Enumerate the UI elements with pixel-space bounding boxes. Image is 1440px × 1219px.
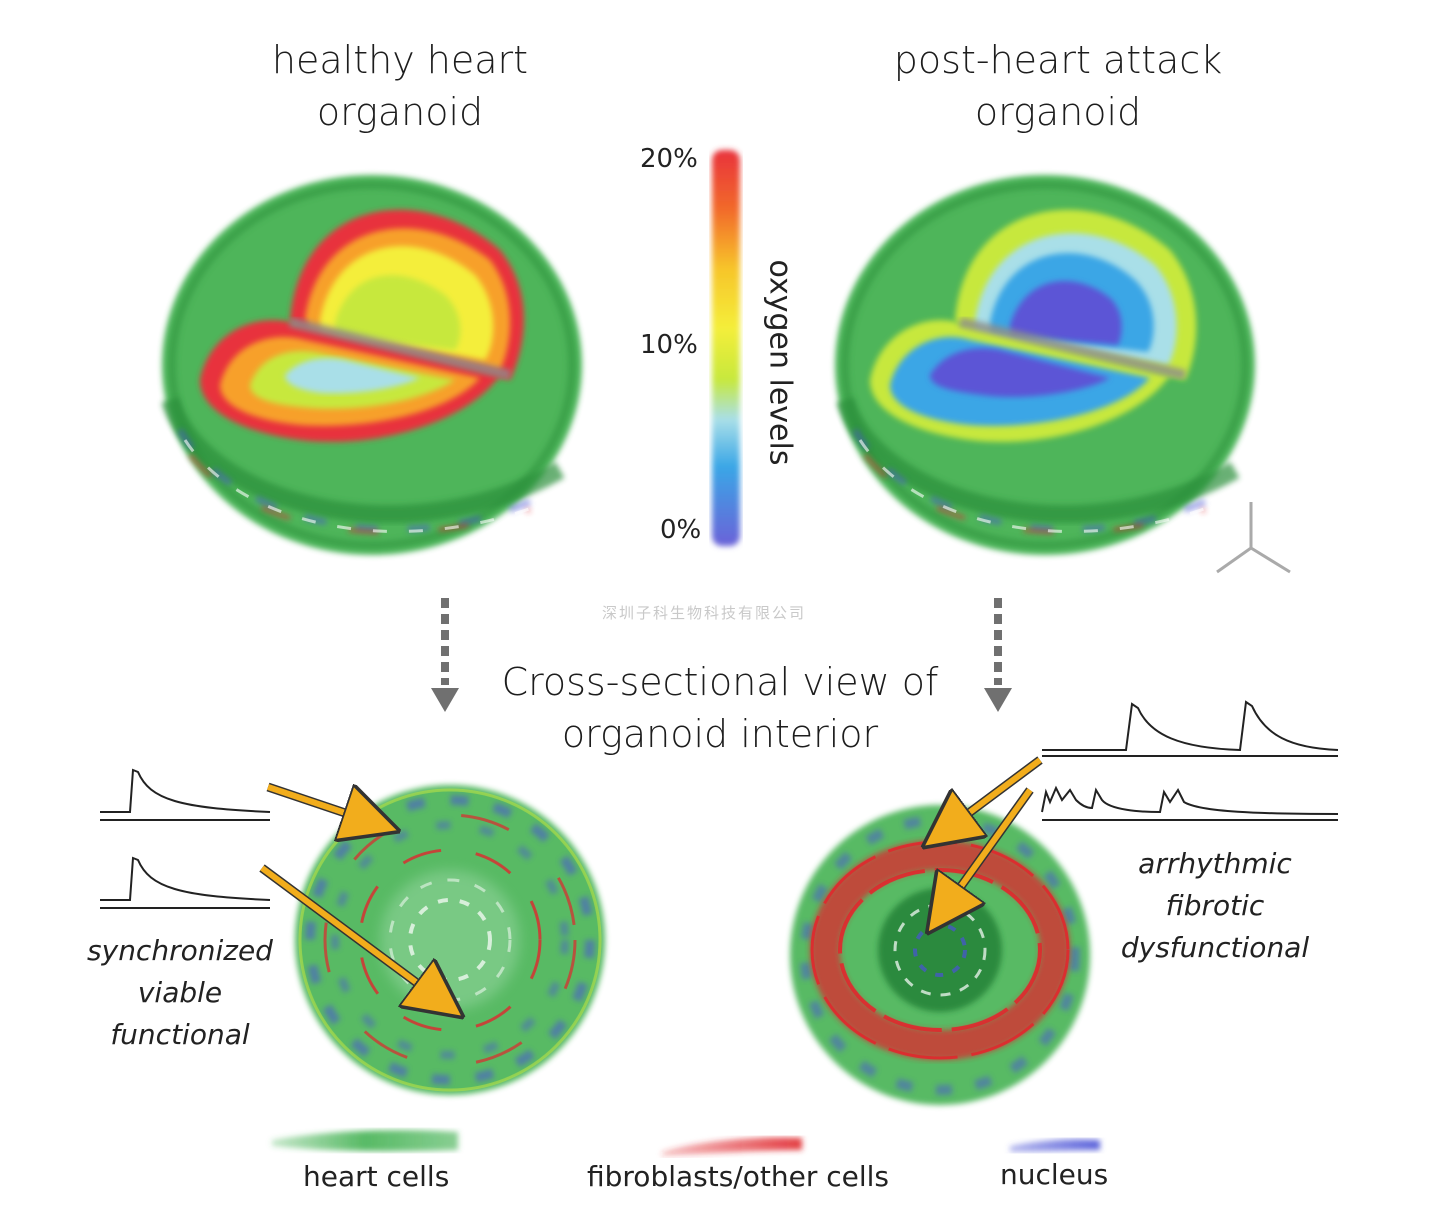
legend-fibroblasts-swatch — [662, 1137, 802, 1156]
oxygen-gradient-bar — [712, 150, 740, 546]
legend-heart-cells-label: heart cells — [303, 1160, 450, 1193]
healthy-organoid-illustration — [161, 175, 582, 555]
caption-synchronized: synchronized — [87, 934, 273, 967]
healthy-cross-section — [295, 785, 605, 1095]
oxygen-tick-10: 10% — [640, 330, 698, 360]
legend-fibroblasts-label: fibroblasts/other cells — [587, 1160, 889, 1193]
cross-section-heading: Cross-sectional view of organoid interio… — [470, 656, 970, 760]
legend-nucleus-label: nucleus — [1000, 1158, 1109, 1191]
cross-section-heading-line1: Cross-sectional view of — [501, 660, 939, 704]
oxygen-tick-20: 20% — [640, 144, 698, 174]
cross-section-heading-line2: organoid interior — [561, 712, 879, 756]
post-attack-trace-top — [1042, 700, 1339, 757]
down-arrow-right — [984, 598, 1012, 712]
post-attack-title-line1: post-heart attack — [893, 38, 1223, 82]
healthy-caption: synchronized viable functional — [70, 930, 290, 1056]
post-attack-caption: arrhythmic fibrotic dysfunctional — [1105, 843, 1325, 969]
caption-fibrotic: fibrotic — [1165, 889, 1265, 922]
post-attack-organoid-illustration — [835, 175, 1255, 555]
arrow-right-top — [946, 757, 1042, 830]
healthy-title-line1: healthy heart — [271, 38, 529, 82]
caption-viable: viable — [137, 976, 223, 1009]
arrow-left-top — [267, 787, 372, 822]
healthy-organoid-title: healthy heart organoid — [200, 34, 600, 138]
post-attack-cross-section — [790, 805, 1090, 1105]
axis-triad-icon — [1216, 502, 1291, 574]
legend-nucleus-swatch — [1010, 1139, 1100, 1152]
arrow-right-bottom — [944, 788, 1033, 910]
caption-arrhythmic: arrhythmic — [1138, 847, 1292, 880]
post-attack-organoid-title: post-heart attack organoid — [858, 34, 1258, 138]
post-attack-title-line2: organoid — [974, 90, 1142, 134]
watermark: 深圳子科生物科技有限公司 — [602, 604, 807, 622]
caption-functional: functional — [110, 1018, 250, 1051]
post-attack-trace-bottom — [1041, 785, 1339, 821]
down-arrow-left — [431, 598, 459, 712]
oxygen-tick-0: 0% — [660, 515, 702, 545]
healthy-title-line2: organoid — [316, 90, 484, 134]
healthy-trace-bottom — [100, 856, 271, 909]
caption-dysfunctional: dysfunctional — [1120, 931, 1310, 964]
legend-heart-cells-swatch — [272, 1130, 458, 1152]
arrow-left-bottom — [260, 865, 440, 1000]
healthy-trace-top — [100, 768, 271, 821]
